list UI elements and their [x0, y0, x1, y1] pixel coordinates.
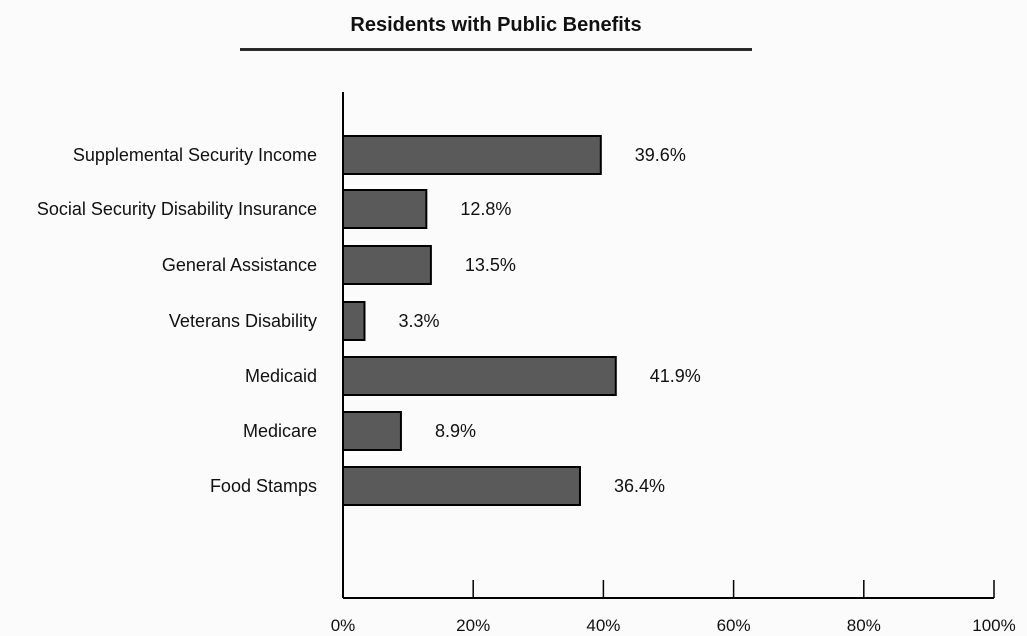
value-label-2: 13.5% — [465, 255, 516, 275]
bar-6 — [342, 466, 581, 506]
category-label-4: Medicaid — [245, 366, 317, 386]
x-tick-label-0: 0% — [331, 616, 356, 635]
category-label-3: Veterans Disability — [169, 311, 317, 331]
bar-2 — [342, 245, 432, 285]
value-label-0: 39.6% — [635, 145, 686, 165]
bar-5 — [342, 411, 402, 451]
category-label-1: Social Security Disability Insurance — [37, 199, 317, 219]
value-label-1: 12.8% — [460, 199, 511, 219]
bar-1 — [342, 189, 428, 229]
x-tick-label-5: 100% — [972, 616, 1015, 635]
x-tick-label-2: 40% — [586, 616, 620, 635]
value-label-4: 41.9% — [650, 366, 701, 386]
value-label-5: 8.9% — [435, 421, 476, 441]
x-tick-label-1: 20% — [456, 616, 490, 635]
x-tick-label-3: 60% — [717, 616, 751, 635]
bar-3 — [342, 301, 366, 341]
x-tick-label-4: 80% — [847, 616, 881, 635]
category-label-0: Supplemental Security Income — [73, 145, 317, 165]
value-label-3: 3.3% — [398, 311, 439, 331]
category-label-2: General Assistance — [162, 255, 317, 275]
bar-4 — [342, 356, 617, 396]
value-label-6: 36.4% — [614, 476, 665, 496]
category-label-5: Medicare — [243, 421, 317, 441]
chart-title: Residents with Public Benefits — [350, 14, 642, 36]
category-label-6: Food Stamps — [210, 476, 317, 496]
bar-0 — [342, 135, 602, 175]
title-underline — [240, 48, 752, 51]
